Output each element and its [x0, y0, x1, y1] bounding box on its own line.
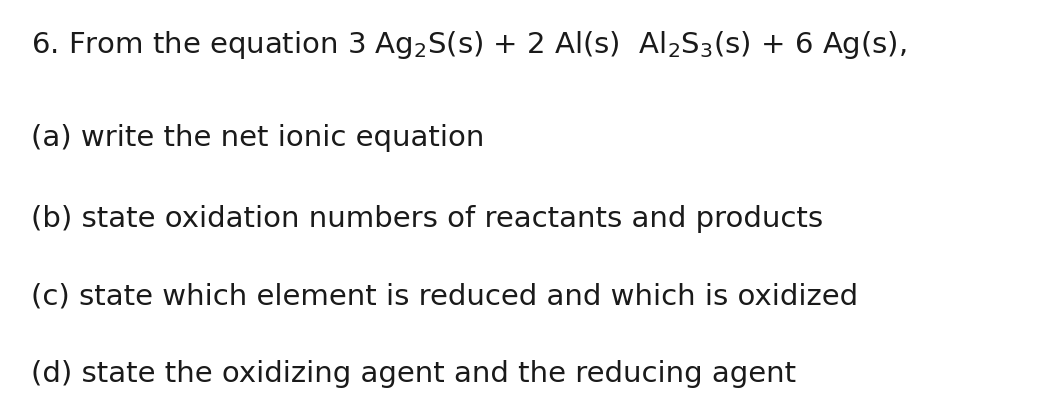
Text: (b) state oxidation numbers of reactants and products: (b) state oxidation numbers of reactants…	[31, 205, 823, 233]
Text: (c) state which element is reduced and which is oxidized: (c) state which element is reduced and w…	[31, 282, 859, 310]
Text: (d) state the oxidizing agent and the reducing agent: (d) state the oxidizing agent and the re…	[31, 359, 796, 387]
Text: 6. From the equation 3 Ag$_2$S(s) + 2 Al(s)  Al$_2$S$_3$(s) + 6 Ag(s),: 6. From the equation 3 Ag$_2$S(s) + 2 Al…	[31, 29, 907, 61]
Text: (a) write the net ionic equation: (a) write the net ionic equation	[31, 124, 484, 152]
